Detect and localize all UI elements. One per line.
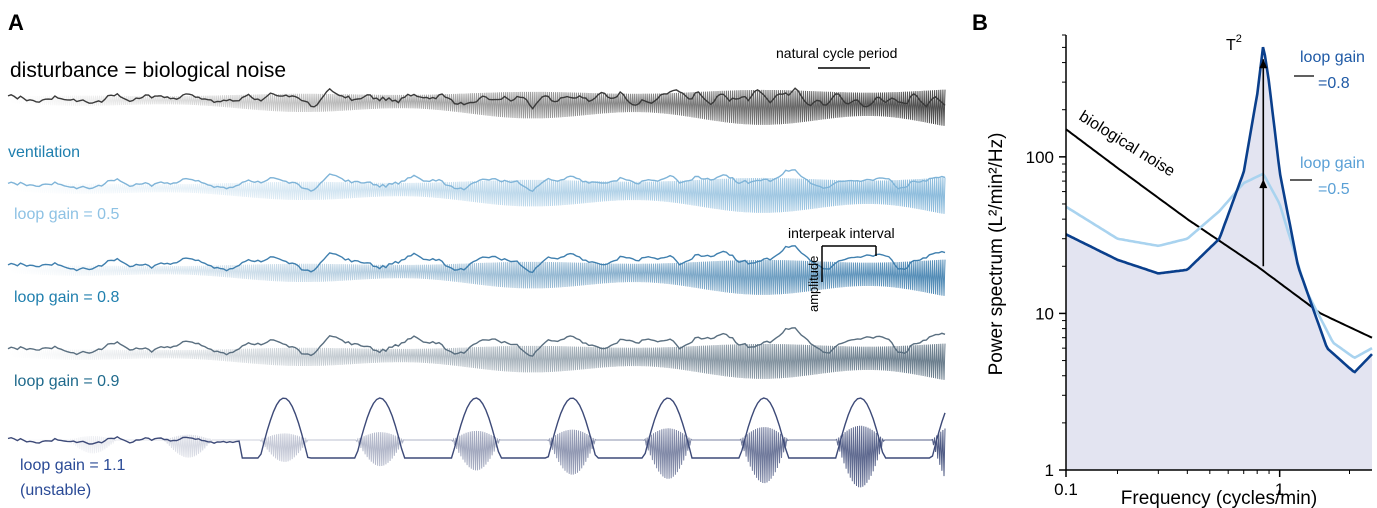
trace-label-gain-09: loop gain = 0.9 [14,373,120,390]
t2-label: T2 [1226,33,1242,54]
trace-envelope-line [7,327,946,357]
trace-group [7,87,946,488]
trace-oscillation-band [7,177,946,214]
t2-base: T [1226,37,1236,54]
trace-label-unstable: (unstable) [20,482,91,499]
label-gain-05-line2: =0.5 [1318,181,1350,198]
arrowhead-peak-08 [1259,59,1268,69]
label-gain-08-line2: =0.8 [1318,75,1350,92]
panel-b: B Power spectrum (L²/min²/Hz) Frequency … [972,10,1373,508]
series-line-1 [1065,172,1373,360]
interpeak-label: interpeak interval [788,225,895,241]
y-tick-label: 1 [1045,461,1054,480]
panel-b-letter: B [972,10,988,35]
y-axis-label: Power spectrum (L²/min²/Hz) [986,133,1007,376]
spectrum-plot [1065,46,1373,470]
panel-a: A disturbance = biological noise natural… [7,10,946,499]
x-tick-label: 1 [1275,480,1284,499]
trace-envelope-line [7,245,946,274]
panel-a-letter: A [8,10,24,35]
trace-envelope-line [7,169,946,193]
trace-envelope-line [7,397,946,459]
trace-envelope-line [7,87,946,110]
trace-label-gain-11: loop gain = 1.1 [20,457,126,474]
amplitude-label: amplitude [806,256,821,312]
y-tick-label: 100 [1026,148,1054,167]
trace-oscillation-band [7,425,946,488]
period-label: natural cycle period [776,45,897,61]
trace-label-gain-08: loop gain = 0.8 [14,289,120,306]
spectrum-shaded-area [1066,47,1372,470]
label-gain-05-line1: loop gain [1300,155,1365,172]
y-tick-label: 10 [1035,304,1054,323]
panel-a-title: disturbance = biological noise [10,59,286,82]
trace-oscillation-band [7,343,946,380]
arrowhead-peak-05 [1259,179,1268,189]
t2-superscript: 2 [1236,33,1242,45]
label-gain-08-line1: loop gain [1300,49,1365,66]
trace-label-gain-05: loop gain = 0.5 [14,206,120,223]
x-axis-label: Frequency (cycles/min) [1121,488,1317,508]
ventilation-label: ventilation [8,144,80,161]
trace-oscillation-band [7,259,946,296]
trace-oscillation-band [7,89,946,126]
x-tick-label: 0.1 [1054,480,1078,499]
series-line-2 [1065,46,1373,374]
noise-label: biological noise [1076,108,1178,180]
